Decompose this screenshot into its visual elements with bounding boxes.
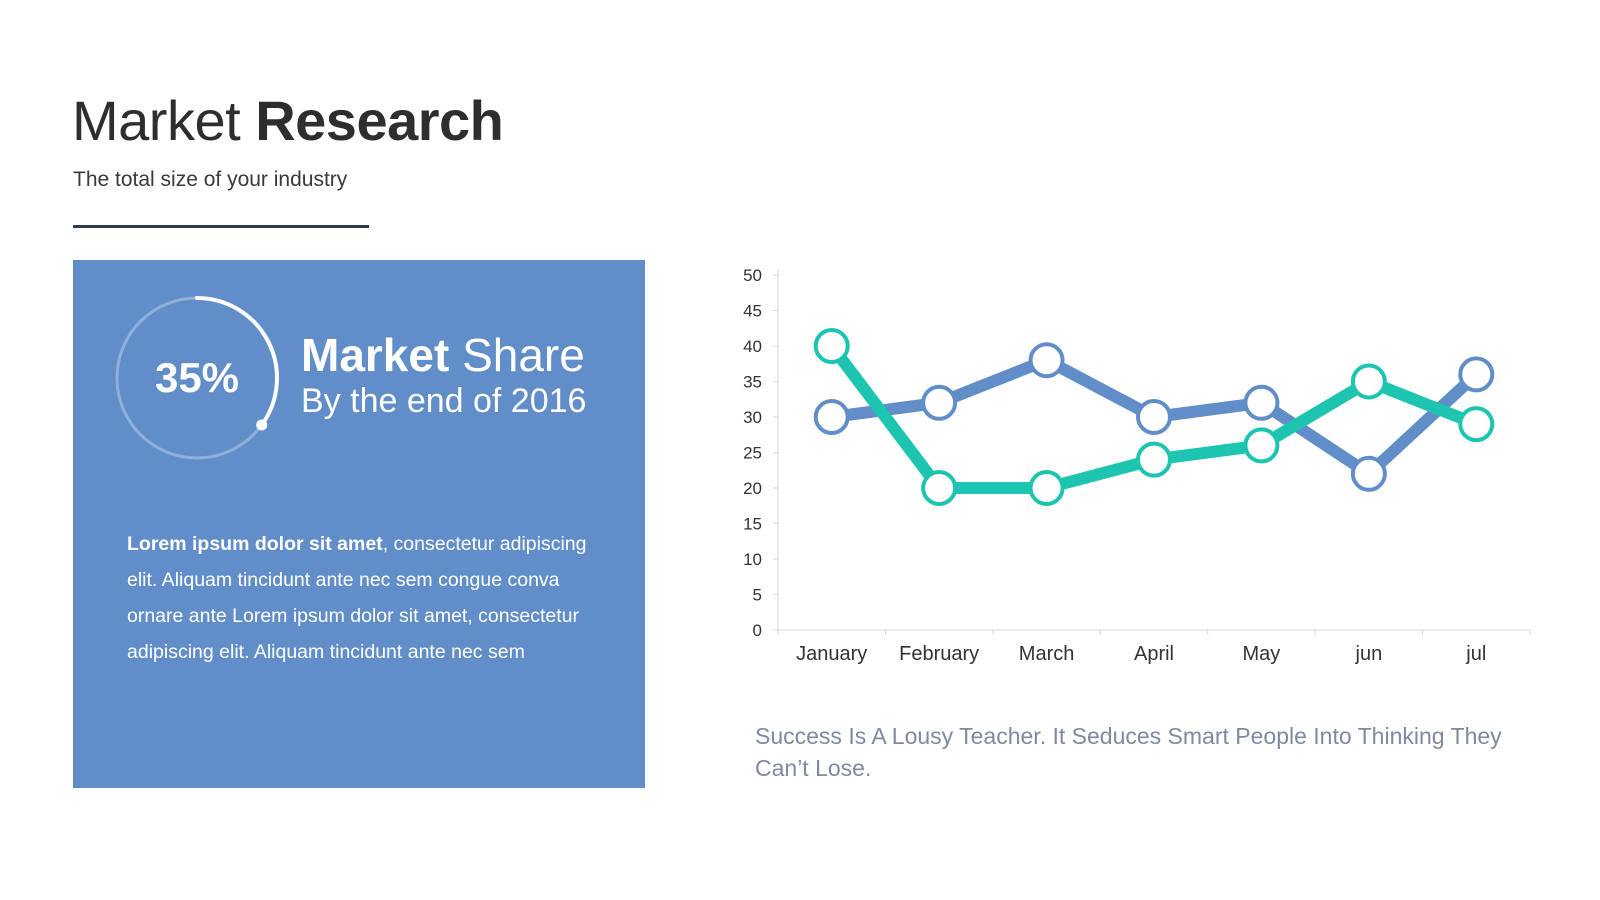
share-title: Market Share bbox=[301, 332, 585, 378]
series-2-point bbox=[1458, 406, 1495, 443]
x-tick-label: January bbox=[796, 643, 867, 665]
progress-ring-arc bbox=[195, 296, 279, 428]
y-tick-label: 25 bbox=[743, 444, 762, 463]
series-2-point bbox=[813, 328, 850, 364]
y-tick-label: 5 bbox=[753, 586, 762, 605]
series-1-point bbox=[1028, 342, 1065, 379]
quote-text: Success Is A Lousy Teacher. It Seduces S… bbox=[755, 723, 1502, 781]
x-tick-label: jul bbox=[1465, 643, 1486, 665]
share-title-light: Share bbox=[462, 329, 585, 381]
series-1-point bbox=[1350, 455, 1387, 492]
y-tick-label: 50 bbox=[743, 266, 762, 285]
body-text: , consectetur adipiscing elit. Aliquam t… bbox=[127, 533, 587, 663]
progress-ring bbox=[115, 296, 279, 460]
market-share-card: 35% Market Share By the end of 2016 Lore… bbox=[73, 260, 645, 788]
progress-ring-dot bbox=[256, 419, 268, 431]
series-1-point bbox=[921, 384, 958, 421]
page-subtitle: The total size of your industry bbox=[73, 168, 348, 191]
series-2-point bbox=[1350, 363, 1387, 400]
title-bold: Research bbox=[255, 89, 504, 152]
card-body-text: Lorem ipsum dolor sit amet, consectetur … bbox=[127, 526, 617, 670]
y-tick-label: 30 bbox=[743, 408, 762, 427]
x-tick-label: April bbox=[1134, 643, 1174, 665]
x-tick-label: jun bbox=[1355, 643, 1383, 665]
x-tick-label: May bbox=[1243, 643, 1281, 665]
share-title-bold: Market bbox=[301, 329, 450, 381]
x-tick-label: February bbox=[899, 643, 979, 665]
y-tick-label: 35 bbox=[743, 373, 762, 392]
series-2-point bbox=[1243, 427, 1280, 464]
body-bold-text: Lorem ipsum dolor sit amet bbox=[127, 533, 383, 555]
series-1-point bbox=[1136, 399, 1172, 435]
line-chart: 0 5 10 15 20 25 30 35 40 45 50 January February March… bbox=[743, 266, 1531, 665]
y-tick-label: 0 bbox=[753, 621, 762, 640]
series-1-point bbox=[1243, 384, 1280, 421]
series-1-point bbox=[1458, 356, 1495, 393]
series-1-point bbox=[813, 399, 850, 435]
series-2-point bbox=[1136, 441, 1172, 478]
title-light: Market bbox=[72, 89, 241, 152]
series-2-point bbox=[921, 470, 958, 506]
y-tick-label: 20 bbox=[743, 479, 762, 498]
x-tick-label: March bbox=[1019, 643, 1075, 665]
page-title: Market Research bbox=[72, 88, 504, 153]
y-tick-label: 15 bbox=[743, 515, 762, 534]
title-divider bbox=[73, 225, 369, 228]
y-tick-label: 45 bbox=[743, 302, 762, 321]
y-tick-label: 10 bbox=[743, 550, 762, 569]
percent-label: 35% bbox=[154, 354, 240, 401]
share-subtitle: By the end of 2016 bbox=[301, 382, 587, 420]
series-2-point bbox=[1028, 470, 1065, 506]
y-tick-label: 40 bbox=[743, 337, 762, 356]
